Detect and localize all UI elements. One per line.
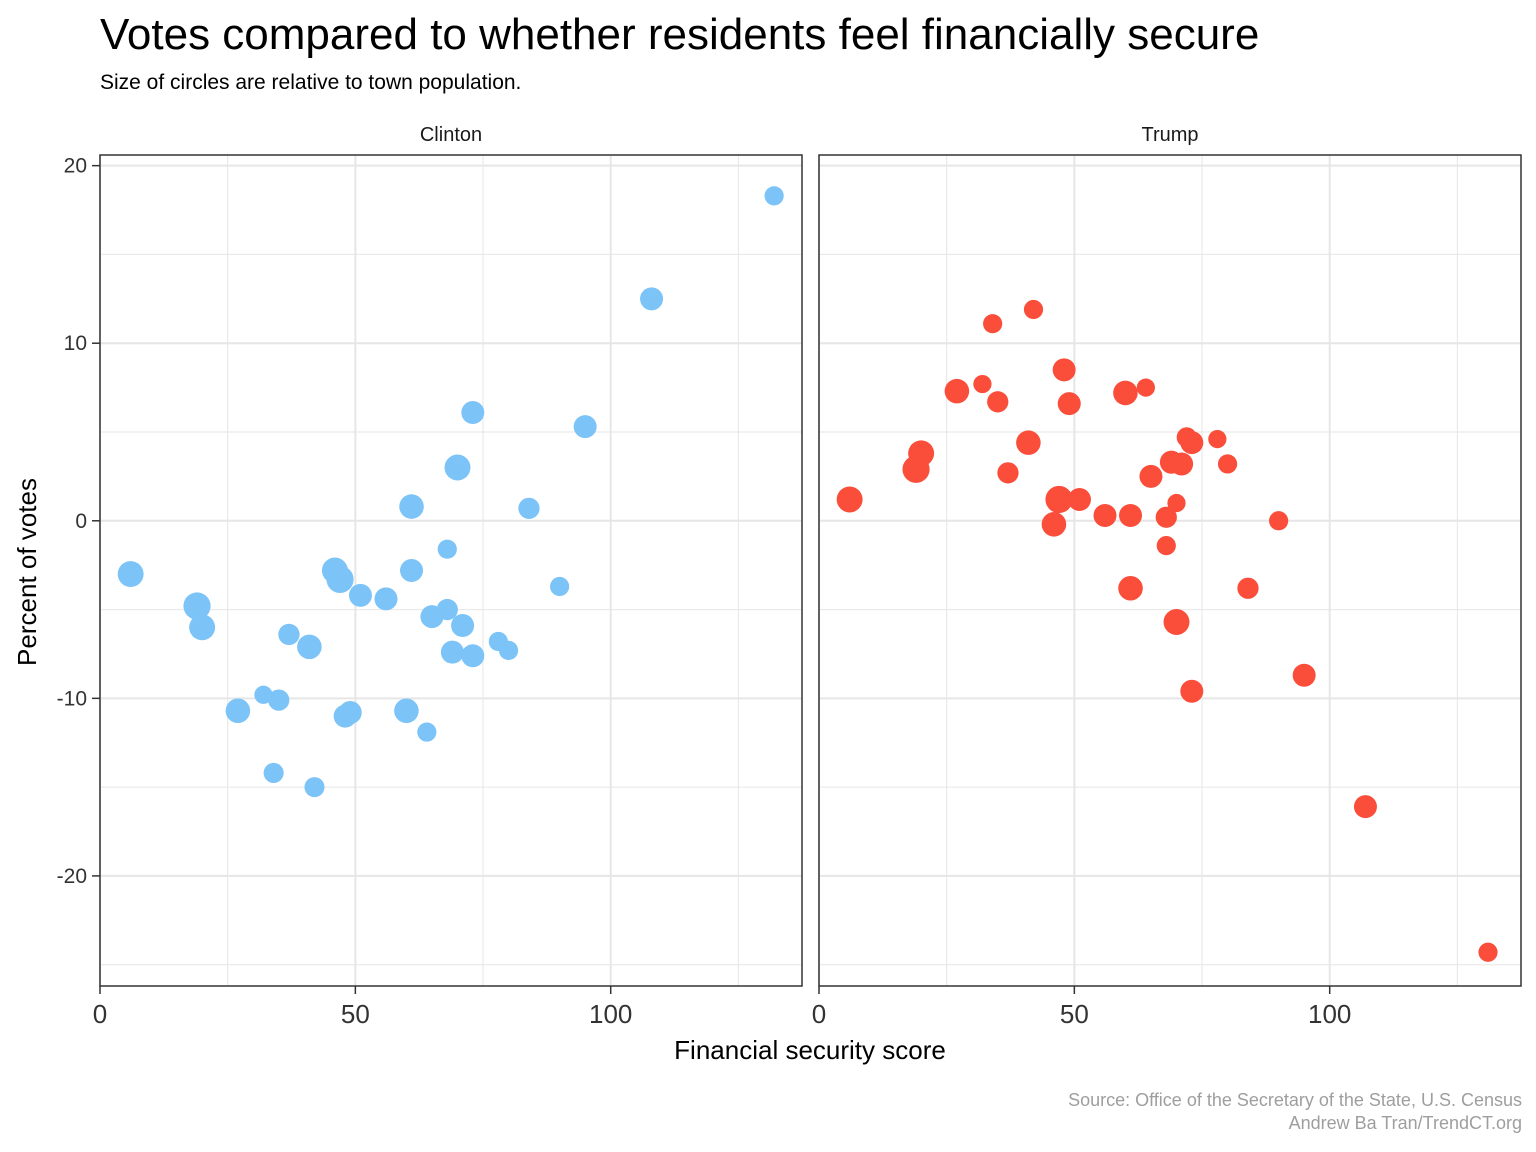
data-point [1155, 506, 1177, 528]
data-point [225, 698, 251, 724]
x-tick-label: 0 [812, 999, 826, 1029]
data-point [461, 400, 485, 424]
data-point [902, 455, 930, 483]
data-point [1292, 663, 1316, 687]
data-point [1045, 485, 1073, 514]
x-tick-label: 0 [93, 999, 107, 1029]
y-tick-label: 10 [64, 332, 87, 355]
data-point [440, 640, 464, 664]
data-point [1180, 431, 1204, 455]
data-point [1170, 452, 1194, 476]
data-point [1052, 358, 1076, 382]
data-point [1156, 536, 1176, 556]
facet-clinton: Clinton 0 50 100 [93, 124, 803, 1029]
data-point [189, 614, 216, 641]
data-point [1067, 487, 1091, 511]
data-point [444, 454, 471, 481]
data-point [326, 565, 354, 593]
panel-border [99, 154, 803, 987]
data-point [1269, 511, 1289, 531]
data-point [1167, 493, 1186, 513]
data-point [836, 486, 863, 513]
data-point [451, 614, 475, 638]
x-tick-label: 100 [589, 999, 632, 1029]
data-point [1217, 454, 1238, 474]
data-point [518, 497, 540, 519]
data-point [1208, 429, 1227, 449]
caption-author: Andrew Ba Tran/TrendCT.org [1288, 1113, 1522, 1133]
data-point [1016, 430, 1041, 455]
data-point [573, 415, 597, 439]
data-point [348, 583, 372, 607]
data-point [944, 378, 970, 404]
data-point [1023, 299, 1044, 320]
y-tick-label: 0 [75, 510, 87, 533]
data-point [394, 698, 419, 724]
chart-title: Votes compared to whether residents feel… [100, 10, 1260, 59]
data-point [374, 587, 398, 611]
data-point [764, 186, 784, 206]
x-tick-label: 50 [341, 999, 370, 1029]
panel-background [819, 155, 1521, 986]
data-point [1118, 575, 1143, 601]
data-point [437, 539, 457, 559]
data-point [1093, 503, 1117, 527]
x-axis-title: Financial security score [674, 1035, 946, 1065]
data-point [1139, 464, 1163, 488]
data-point [997, 462, 1019, 484]
caption-source: Source: Office of the Secretary of the S… [1068, 1090, 1522, 1110]
facet-label: Clinton [420, 124, 482, 146]
y-tick-label: -10 [57, 687, 87, 710]
panel-border [818, 154, 1522, 987]
data-point [1163, 609, 1190, 635]
data-point [987, 391, 1009, 413]
data-point [1057, 392, 1081, 416]
data-point [304, 777, 325, 798]
x-tick-label: 50 [1060, 999, 1089, 1029]
y-tick-label: -20 [57, 865, 87, 888]
data-point [297, 634, 322, 660]
data-point [417, 722, 437, 742]
data-point [1478, 942, 1498, 962]
data-point [420, 605, 444, 629]
data-point [1041, 512, 1067, 537]
data-point [268, 689, 290, 711]
data-point [254, 685, 273, 704]
data-point [983, 314, 1003, 334]
data-point [461, 644, 485, 668]
data-point [1353, 795, 1377, 819]
data-point [399, 494, 424, 519]
data-point [117, 561, 144, 588]
panel-background [100, 155, 802, 986]
facet-trump: Trump 0 50 100 [812, 124, 1522, 1029]
data-point [400, 558, 424, 583]
x-tick-label: 100 [1308, 999, 1351, 1029]
chart-caption: Source: Office of the Secretary of the S… [1068, 1089, 1522, 1135]
data-point [640, 287, 664, 311]
data-point [333, 704, 357, 728]
data-point [183, 592, 211, 620]
data-point [1119, 503, 1143, 527]
data-point [1136, 378, 1155, 397]
y-axis: 20 10 0 -10 -20 [57, 155, 100, 888]
data-point [498, 640, 519, 661]
data-point [1113, 380, 1138, 406]
data-point [550, 576, 570, 597]
data-point [278, 623, 300, 646]
facet-label: Trump [1141, 124, 1198, 146]
chart-subtitle: Size of circles are relative to town pop… [100, 71, 522, 94]
data-point [1180, 679, 1204, 703]
data-point [263, 762, 284, 783]
y-axis-title: Percent of votes [12, 478, 42, 666]
data-point [1237, 577, 1259, 599]
data-point [973, 374, 992, 394]
y-tick-label: 20 [64, 155, 87, 178]
